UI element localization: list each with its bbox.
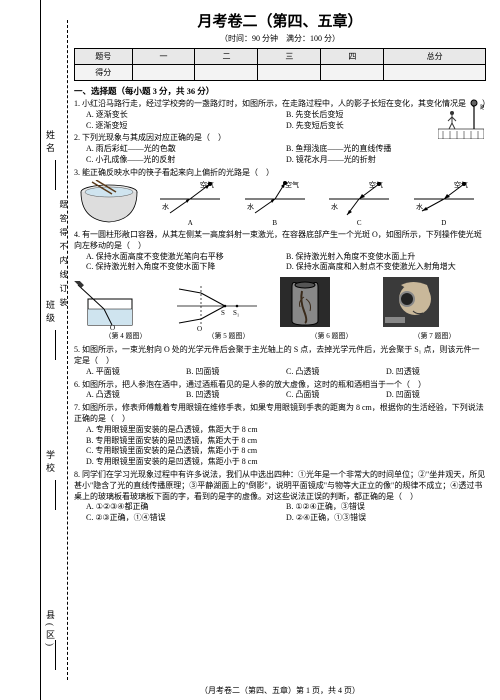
q6-opt-b: B. 凹透镜 [186,390,286,401]
q5-opt-c: C. 凸透镜 [286,367,386,378]
q8-opt-b: B. ①②④正确，③错误 [286,502,486,513]
svg-text:O: O [110,324,115,331]
svg-text:水: 水 [416,202,423,211]
section-heading: 一、选择题（每小题 3 分，共 36 分） [74,85,486,97]
table-row: 得分 [75,65,486,81]
th: 总分 [384,49,486,65]
question-2: 2. 下列光现象与其成因对应正确的是（ ） A. 雨后彩虹——光的色散 B. 鱼… [74,133,486,165]
blank-line [55,640,56,670]
score-table: 题号 一 二 三 四 总分 得分 [74,48,486,81]
fig-q6: （第 6 题图） [280,277,383,341]
td [258,65,321,81]
page-content: 月考卷二（第四、五章） （时间：90 分钟 满分：100 分） 题号 一 二 三… [68,0,492,700]
q7-opt-b: B. 专用眼镜里面安装的是凹透镜，焦距大于 8 cm [86,436,486,447]
q2-opt-c: C. 小孔成像——光的反射 [86,155,286,166]
q3-options-figs: 空气 水 A 空气 水 B [148,179,486,228]
water-label: 水 [162,202,169,211]
svg-text:S₁: S₁ [233,309,239,317]
q2-opt-a: A. 雨后彩虹——光的色散 [86,144,286,155]
svg-text:S: S [221,309,225,317]
fig-caption: （第 6 题图） [280,331,383,341]
q5-opt-d: D. 凹透镜 [386,367,486,378]
q5-opt-b: B. 凹面镜 [186,367,286,378]
th: 题号 [75,49,133,65]
exam-subtitle: （时间：90 分钟 满分：100 分） [74,33,486,44]
q6-text: 6. 如图所示，把人参泡在酒中，通过酒瓶看见的是人参的放大虚像，这时的瓶和酒相当… [74,380,486,391]
page-footer: （月考卷二（第四、五章）第 1 页，共 4 页） [68,685,492,696]
opt-b: B [245,219,305,228]
q7-opt-a: A. 专用眼镜里面安装的是凸透镜，焦距大于 8 cm [86,425,486,436]
opt-a: A [160,219,220,228]
svg-text:O: O [197,325,202,331]
question-5: 5. 如图所示，一束光射向 O 处的光学元件后会聚于主光轴上的 S 点，去掉光学… [74,345,486,377]
svg-text:路灯: 路灯 [480,104,484,111]
fig-caption: （第 4 题图） [74,331,177,341]
q6-opt-d: D. 凹面镜 [386,390,486,401]
blank-line [55,160,56,190]
th: 二 [195,49,258,65]
q4-opt-d: D. 保持水面高度和入射点不变使激光入射角增大 [286,262,486,273]
question-1: 路灯 1. 小红沿马路行走，经过学校旁的一盏路灯时，如图所示，在走路过程中，人的… [74,99,486,131]
td [384,65,486,81]
fig-q4: O （第 4 题图） [74,281,177,341]
fig-q7: （第 7 题图） [383,277,486,341]
q8-text: 8. 同学们在学习光现象过程中有许多说法，我们从中选出四种：①光年是一个非常大的… [74,470,486,502]
q3-text: 3. 能正确反映水中的筷子看起来向上偏折的光路是（ ） [74,168,486,179]
q7-opt-c: C. 专用眼镜里面安装的是凸透镜，焦距小于 8 cm [86,446,486,457]
q4-text: 4. 有一圆柱形敞口容器，从其左侧某一高度斜射一束激光，在容器底部产生一个光斑 … [74,230,486,252]
q7-opt-d: D. 专用眼镜里面安装的是凹透镜，焦距小于 8 cm [86,457,486,468]
q8-opt-d: D. ②④正确，①③错误 [286,513,486,524]
th: 一 [132,49,195,65]
th: 四 [321,49,384,65]
td [132,65,195,81]
label-class: 班级 [43,300,57,326]
svg-text:水: 水 [247,202,254,211]
q6-opt-c: C. 凸面镜 [286,390,386,401]
td [321,65,384,81]
question-3: 3. 能正确反映水中的筷子看起来向上偏折的光路是（ ） 空气 水 [74,168,486,228]
question-4: 4. 有一圆柱形敞口容器，从其左侧某一高度斜射一束激光，在容器底部产生一个光斑 … [74,230,486,273]
svg-text:空气: 空气 [285,180,299,189]
svg-text:水: 水 [331,202,338,211]
q5-opt-a: A. 平面镜 [86,367,186,378]
q1-opt-a: A. 逐渐变长 [86,110,286,121]
q8-opt-a: A. ①②③④都正确 [86,502,286,513]
table-row: 题号 一 二 三 四 总分 [75,49,486,65]
q1-opt-c: C. 逐渐变短 [86,121,286,132]
question-7: 7. 如图所示，修表师傅戴着专用眼镜在维修手表，如果专用眼镜到手表的距离为 8 … [74,403,486,468]
question-8: 8. 同学们在学习光现象过程中有许多说法，我们从中选出四种：①光年是一个非常大的… [74,470,486,524]
blank-line [55,480,56,510]
q4-opt-c: C. 保持激光射入角度不变使水面下降 [86,262,286,273]
label-name: 姓名 [43,130,57,156]
exam-title: 月考卷二（第四、五章） [74,10,486,31]
binding-margin: 姓名 班级 学校 县(区) 题答得不内线订装 [40,0,68,700]
q2-opt-b: B. 鱼翔浅底——光的直线传播 [286,144,486,155]
opt-c: C [329,219,389,228]
q3-bowl-figure [74,180,144,226]
label-school: 学校 [43,450,57,476]
th: 三 [258,49,321,65]
fig-caption: （第 5 题图） [177,331,280,341]
q2-text: 2. 下列光现象与其成因对应正确的是（ ） [74,133,486,144]
blank-line [55,330,56,360]
q1-text: 1. 小红沿马路行走，经过学校旁的一盏路灯时，如图所示，在走路过程中，人的影子长… [74,99,486,110]
opt-d: D [414,219,474,228]
q2-opt-d: D. 镜花水月——光的折射 [286,155,486,166]
q6-opt-a: A. 凸透镜 [86,390,186,401]
q5-text: 5. 如图所示，一束光射向 O 处的光学元件后会聚于主光轴上的 S 点，去掉光学… [74,345,486,367]
figure-row: O （第 4 题图） O S S₁ （第 5 题图） [74,277,486,341]
fig-q5: O S S₁ （第 5 题图） [177,281,280,341]
q4-opt-b: B. 保持激光射入角度不变使水面上升 [286,252,486,263]
td: 得分 [75,65,133,81]
td [195,65,258,81]
question-6: 6. 如图所示，把人参泡在酒中，通过酒瓶看见的是人参的放大虚像，这时的瓶和酒相当… [74,380,486,402]
q7-text: 7. 如图所示，修表师傅戴着专用眼镜在维修手表，如果专用眼镜到手表的距离为 8 … [74,403,486,425]
q8-opt-c: C. ②③正确，①④错误 [86,513,286,524]
fig-caption: （第 7 题图） [383,331,486,341]
q4-opt-a: A. 保持水面高度不变使激光笔向右平移 [86,252,286,263]
